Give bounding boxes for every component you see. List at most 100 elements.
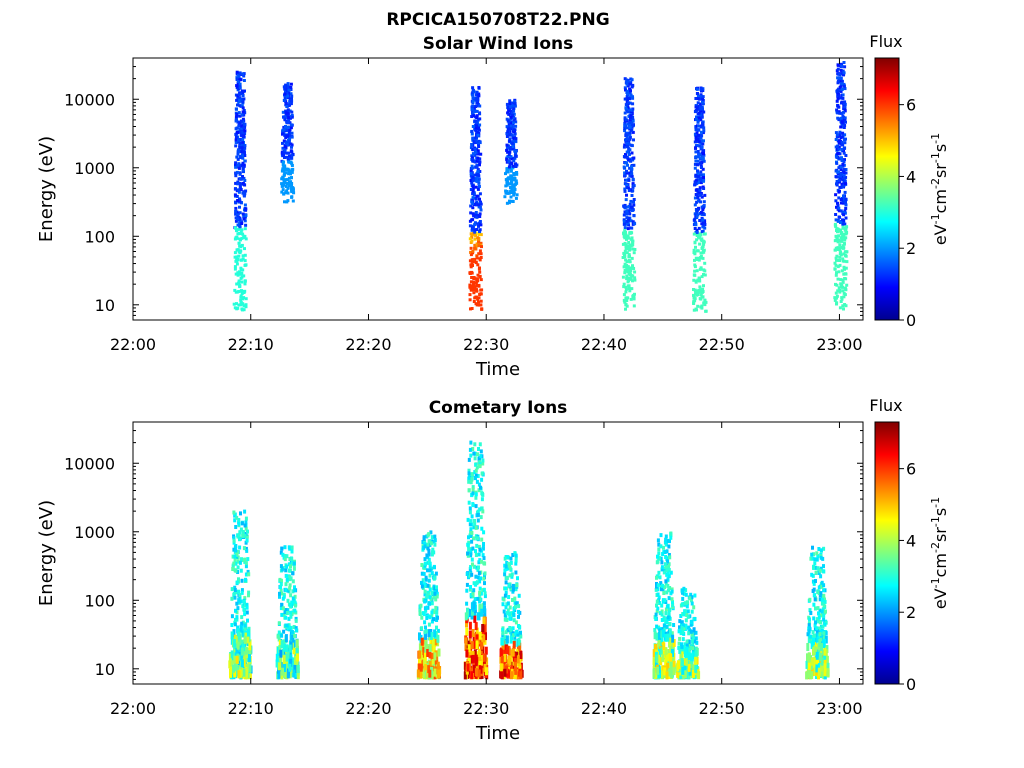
flux-cell [517,614,520,619]
flux-cell [473,237,477,241]
flux-cell [693,617,697,621]
flux-cell [472,588,476,593]
flux-cell [470,276,474,279]
flux-cell [233,267,237,271]
flux-cell [679,631,683,636]
flux-cell [698,105,702,109]
flux-cell [287,568,291,573]
flux-cell [844,137,847,141]
flux-cell [514,120,518,124]
flux-cell [232,510,236,515]
flux-cell [469,307,472,311]
flux-cell [695,269,699,273]
flux-cell [238,221,242,225]
flux-cell [699,256,703,260]
flux-cell [285,577,289,582]
flux-cell [625,277,629,281]
flux-cell [701,218,705,222]
flux-cell [478,112,482,116]
flux-cell [680,620,684,625]
flux-cell [280,591,283,596]
flux-cell [693,203,697,207]
flux-cell [279,649,283,658]
flux-cell [243,122,247,126]
flux-cell [477,181,481,185]
flux-cell [699,288,703,292]
flux-cell [478,442,482,447]
flux-cell [662,650,666,659]
flux-cell [652,668,656,677]
flux-cell [240,590,244,595]
x-tick-label: 22:50 [699,335,745,354]
flux-cell [627,204,631,208]
flux-cell [695,107,699,111]
flux-cell [233,595,237,600]
flux-cell [678,646,682,654]
flux-cell [823,597,826,602]
flux-cell [701,225,705,229]
flux-cell [471,546,475,551]
flux-cell [511,626,515,631]
flux-cell [812,664,816,673]
flux-cell [245,548,249,553]
flux-cell [471,562,474,567]
flux-cell [518,664,522,673]
flux-cell [473,230,477,234]
flux-cell [625,135,629,139]
flux-cell [626,284,630,288]
x-tick-label: 23:00 [816,335,862,354]
flux-cell [693,670,697,679]
flux-cell [430,571,434,576]
flux-cell [693,297,697,301]
flux-cell [625,183,629,187]
flux-cell [471,594,475,599]
flux-cell [285,644,289,653]
flux-cell [842,213,846,217]
flux-cell [689,592,693,597]
flux-cell [510,177,514,181]
flux-cell [478,586,482,591]
flux-cell [477,560,481,565]
flux-cell [465,582,469,587]
flux-cell [475,278,479,282]
flux-cell [473,153,477,157]
flux-cell [822,634,826,643]
flux-cell [823,651,827,660]
flux-cell [239,268,243,272]
flux-cell [238,218,242,222]
flux-cell [469,204,473,208]
flux-cell [235,580,239,585]
flux-cell [469,211,473,215]
flux-cell [238,232,241,236]
flux-cell [232,664,235,673]
flux-cell [624,140,628,144]
flux-cell [507,165,511,169]
flux-cell [631,96,635,100]
flux-cell [233,554,237,559]
flux-cell [694,664,698,673]
flux-cell [631,119,635,123]
flux-cell [426,546,430,551]
flux-cell [477,131,481,135]
flux-cell [701,131,705,135]
flux-cell [842,184,846,188]
flux-cell [433,668,437,677]
flux-cell [246,635,250,644]
flux-cell [472,451,476,456]
flux-cell [244,531,248,536]
flux-cell [512,653,516,662]
flux-cell [700,166,703,169]
flux-cell [624,290,628,294]
flux-cell [842,259,846,263]
flux-cell [843,211,847,215]
flux-cell [481,588,485,593]
flux-cell [702,213,706,217]
flux-cell [703,273,707,277]
flux-cell [816,566,820,571]
flux-cell [841,164,845,168]
flux-cell [622,219,626,223]
flux-cell [677,641,681,646]
flux-cell [238,181,242,185]
flux-cell [470,641,474,650]
flux-cell [668,633,672,641]
